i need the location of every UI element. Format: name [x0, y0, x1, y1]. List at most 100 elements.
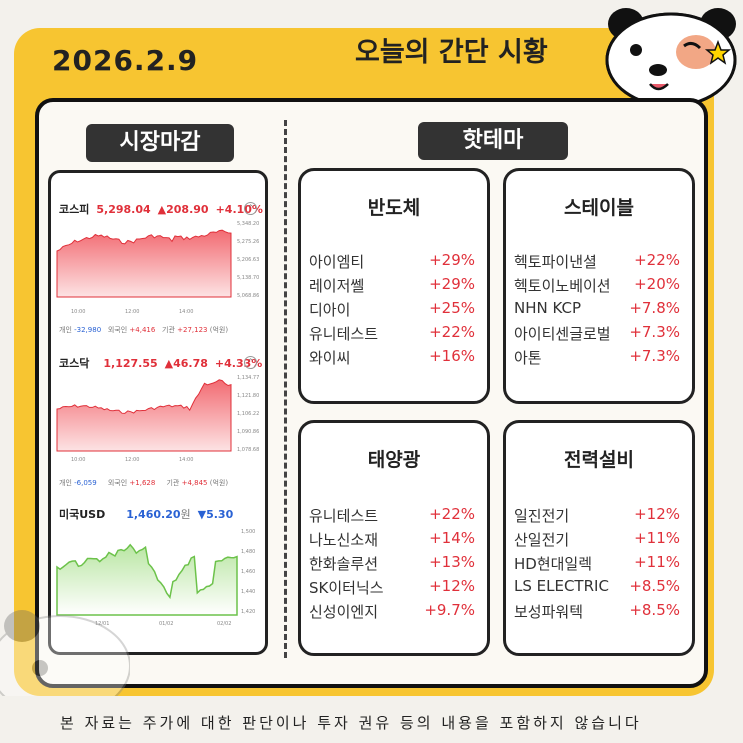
kosdaq-x-tick: 14:00 — [179, 457, 193, 463]
flow-unit: (억원) — [209, 326, 229, 334]
usd-change: ▼5.30 — [197, 508, 234, 521]
stock-name: SK이터닉스 — [309, 579, 384, 597]
theme-card-power-equipment: 전력설비 일진전기 +12% 산일전기 +11% HD현대일렉 +11% LS ELE… — [503, 420, 695, 656]
theme-card-title: 태양광 — [367, 449, 421, 471]
stock-name: 나노신소재 — [309, 531, 379, 549]
stock-name: HD현대일렉 — [514, 555, 593, 573]
kosdaq-individual: -6,059 — [74, 479, 97, 487]
theme-card-stablecoin: 스테이블 헥토파이낸셜 +22% 헥토이노베이션 +20% NHN KCP +7.8%… — [503, 168, 695, 404]
theme-card-semiconductor: 반도체 아이엠티 +29% 레이저쎌 +29% 디아이 +25% 유니테스트 +22% … — [298, 168, 490, 404]
chevron-up-icon[interactable]: ^ — [244, 202, 257, 215]
list-item: 아이티센글로벌 +7.3% — [514, 323, 680, 344]
usd-name: 미국USD — [59, 508, 106, 521]
kospi-chart: 5,348.20 5,275.26 5,206.63 5,138.70 5,06… — [56, 221, 259, 315]
kospi-foreign: +4,416 — [129, 326, 156, 334]
flow-label: 기관 — [166, 479, 180, 487]
panda-mascot-icon — [605, 8, 737, 108]
list-item: 와이씨 +16% — [309, 347, 475, 368]
stock-name: LS ELECTRIC — [514, 577, 609, 595]
theme-card-title: 스테이블 — [564, 197, 634, 219]
kospi-change: ▲208.90 — [157, 203, 209, 216]
stock-name: 와이씨 — [309, 349, 351, 367]
chevron-up-icon[interactable]: ^ — [244, 356, 257, 369]
flow-unit: (억원) — [209, 479, 229, 487]
kospi-y-ticks: 5,348.20 5,275.26 5,206.63 5,138.70 5,06… — [237, 221, 259, 299]
stock-change: +25% — [429, 299, 475, 317]
kospi-header: 코스피 5,298.04 ▲208.90 +4.10% — [59, 201, 263, 217]
kosdaq-value: 1,127.55 — [103, 357, 158, 370]
stock-change: +22% — [429, 323, 475, 341]
kosdaq-change: ▲46.78 — [164, 357, 208, 370]
usd-x-tick: 01/02 — [159, 621, 173, 627]
usd-y-tick: 1,500 — [241, 529, 255, 535]
stock-change: +11% — [634, 553, 680, 571]
stock-name: 아톤 — [514, 349, 542, 367]
kosdaq-x-tick: 12:00 — [125, 457, 139, 463]
stock-name: 헥토파이낸셜 — [514, 253, 597, 271]
kosdaq-header: 코스닥 1,127.55 ▲46.78 +4.33% — [59, 355, 262, 371]
list-item: 유니테스트 +22% — [309, 323, 475, 344]
kosdaq-foreign: +1,628 — [129, 479, 156, 487]
list-item: 디아이 +25% — [309, 299, 475, 320]
stock-change: +12% — [634, 505, 680, 523]
usd-unit: 원 — [180, 508, 191, 521]
list-item: 나노신소재 +14% — [309, 529, 475, 550]
theme-card-title: 전력설비 — [564, 449, 634, 471]
stock-change: +29% — [429, 251, 475, 269]
stock-change: +16% — [429, 347, 475, 365]
theme-card-title: 반도체 — [367, 197, 421, 219]
usd-chart: 1,500 1,480 1,460 1,440 1,420 12/01 01/0… — [56, 529, 255, 627]
kospi-x-tick: 14:00 — [179, 309, 193, 315]
stock-name: 유니테스트 — [309, 507, 379, 525]
kosdaq-flows: 개인 -6,059 외국인 +1,628 기관 +4,845 (억원) — [59, 478, 228, 488]
stock-change: +9.7% — [424, 601, 475, 619]
list-item: NHN KCP +7.8% — [514, 299, 680, 317]
report-date: 2026.2.9 — [52, 44, 199, 77]
stock-change: +13% — [429, 553, 475, 571]
stock-name: 산일전기 — [514, 531, 570, 549]
kospi-y-tick: 5,348.20 — [237, 221, 259, 227]
panda-mascot-icon — [0, 610, 130, 696]
list-item: 신성이엔지 +9.7% — [309, 601, 475, 622]
list-item: 아이엠티 +29% — [309, 251, 475, 272]
list-item: LS ELECTRIC +8.5% — [514, 577, 680, 595]
kospi-individual: -32,980 — [74, 326, 102, 334]
list-item: SK이터닉스 +12% — [309, 577, 475, 598]
usd-y-tick: 1,440 — [241, 589, 255, 595]
stock-change: +29% — [429, 275, 475, 293]
kosdaq-y-tick: 1,078.68 — [237, 447, 259, 453]
kosdaq-y-tick: 1,134.77 — [237, 375, 259, 381]
flow-label: 개인 — [59, 479, 72, 487]
kosdaq-name: 코스닥 — [59, 357, 90, 370]
kospi-y-tick: 5,068.86 — [237, 293, 259, 299]
stock-name: 아이엠티 — [309, 253, 365, 271]
stock-name: 아이티센글로벌 — [514, 325, 611, 343]
kosdaq-chart: 1,134.77 1,121.80 1,106.22 1,090.86 1,07… — [56, 375, 259, 463]
stock-name: 일진전기 — [514, 507, 570, 525]
list-item: 산일전기 +11% — [514, 529, 680, 550]
flow-label: 외국인 — [107, 326, 128, 334]
kosdaq-y-tick: 1,121.80 — [237, 393, 259, 399]
kosdaq-inst: +4,845 — [181, 479, 208, 487]
flow-label: 개인 — [59, 326, 72, 334]
list-item: 레이저쎌 +29% — [309, 275, 475, 296]
stock-change: +11% — [634, 529, 680, 547]
section-divider — [284, 120, 287, 658]
stock-change: +7.3% — [629, 347, 680, 365]
list-item: 헥토파이낸셜 +22% — [514, 251, 680, 272]
list-item: 유니테스트 +22% — [309, 505, 475, 526]
list-item: 한화솔루션 +13% — [309, 553, 475, 574]
list-item: HD현대일렉 +11% — [514, 553, 680, 574]
stock-change: +8.5% — [629, 601, 680, 619]
kosdaq-y-tick: 1,106.22 — [237, 411, 259, 417]
stock-change: +7.3% — [629, 323, 680, 341]
stock-change: +14% — [429, 529, 475, 547]
stock-change: +22% — [634, 251, 680, 269]
stock-change: +20% — [634, 275, 680, 293]
kospi-inst: +27,123 — [177, 326, 208, 334]
stock-name: 보성파워텍 — [514, 603, 584, 621]
list-item: 보성파워텍 +8.5% — [514, 601, 680, 622]
kosdaq-y-tick: 1,090.86 — [237, 429, 259, 435]
usd-y-tick: 1,480 — [241, 549, 255, 555]
list-item: 헥토이노베이션 +20% — [514, 275, 680, 296]
